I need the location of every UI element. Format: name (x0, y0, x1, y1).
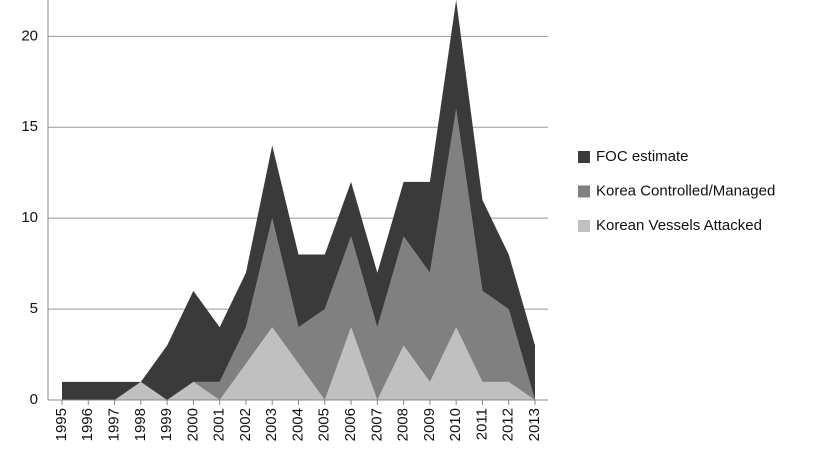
y-tick-label: 0 (30, 391, 38, 408)
x-tick-label: 2006 (342, 408, 359, 441)
legend-swatch (578, 220, 590, 232)
x-tick-label: 2003 (263, 408, 280, 441)
x-tick-label: 2005 (316, 408, 333, 441)
x-tick-label: 2008 (395, 408, 412, 441)
x-tick-label: 1998 (132, 408, 149, 441)
x-tick-label: 2004 (289, 408, 306, 441)
x-tick-label: 2002 (237, 408, 254, 441)
x-tick-label: 2013 (526, 408, 543, 441)
x-tick-label: 2009 (421, 408, 438, 441)
area (62, 109, 535, 400)
legend-label: Korean Vessels Attacked (596, 217, 762, 234)
x-tick-label: 1995 (53, 408, 70, 441)
x-tick-label: 1996 (79, 408, 96, 441)
x-tick-label: 2011 (473, 408, 490, 440)
y-tick-label: 15 (21, 118, 38, 135)
x-tick-label: 2012 (500, 408, 517, 441)
y-tick-label: 5 (30, 300, 38, 317)
y-tick-label: 10 (21, 209, 38, 226)
legend-swatch (578, 151, 590, 163)
area (62, 0, 535, 400)
x-tick-label: 2007 (368, 408, 385, 441)
legend-label: Korea Controlled/Managed (596, 182, 775, 199)
x-tick-label: 1997 (106, 408, 123, 441)
legend-label: FOC estimate (596, 148, 689, 165)
x-tick-label: 2010 (447, 408, 464, 441)
legend-swatch (578, 185, 590, 198)
x-tick-label: 2001 (211, 408, 228, 441)
y-tick-label: 20 (21, 27, 38, 44)
x-tick-label: 2000 (184, 408, 201, 441)
x-tick-label: 1999 (158, 408, 175, 441)
